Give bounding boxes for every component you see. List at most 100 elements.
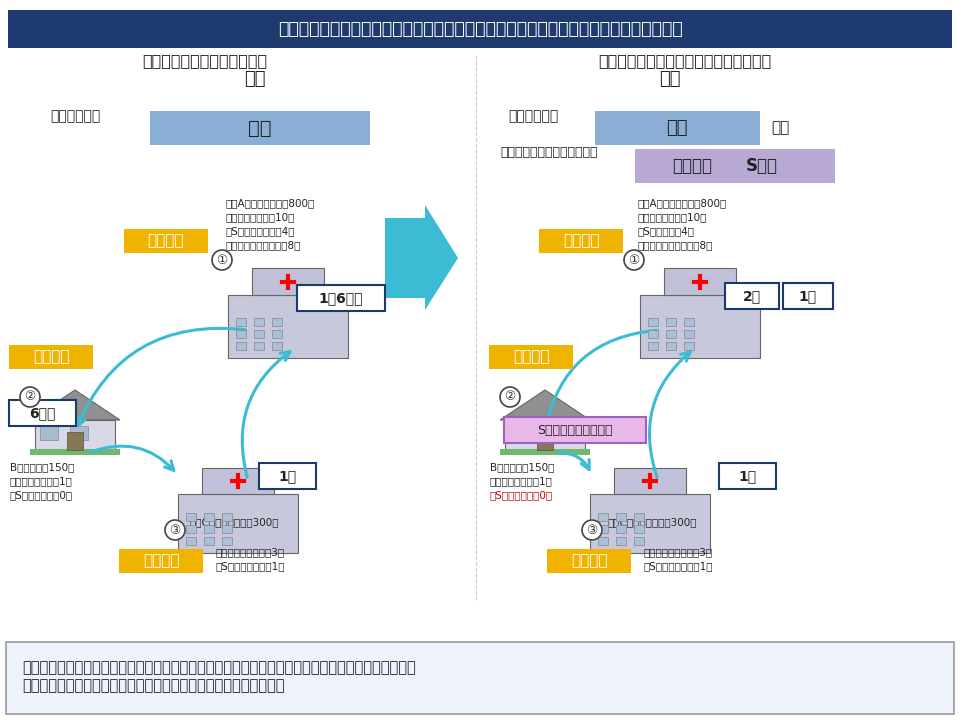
FancyBboxPatch shape: [598, 513, 608, 521]
Text: 基幹施設: 基幹施設: [563, 233, 599, 248]
FancyBboxPatch shape: [236, 342, 246, 350]
Polygon shape: [385, 205, 458, 310]
Text: S内科の研修が不可能: S内科の研修が不可能: [538, 423, 612, 436]
Text: （基本領域）: （基本領域）: [508, 109, 559, 123]
Text: ・S内科指導医数：1名: ・S内科指導医数：1名: [215, 561, 284, 571]
Text: （基本領域）: （基本領域）: [50, 109, 100, 123]
FancyBboxPatch shape: [236, 318, 246, 326]
Text: 日赤C医療センター：300床: 日赤C医療センター：300床: [608, 517, 698, 527]
FancyBboxPatch shape: [598, 525, 608, 533]
Text: 内科: 内科: [249, 119, 272, 138]
FancyBboxPatch shape: [186, 537, 196, 545]
Text: ・内科指導医数：10名: ・内科指導医数：10名: [225, 212, 295, 222]
Text: ・小児科指導医数：3名: ・小児科指導医数：3名: [644, 547, 713, 557]
Text: 1年: 1年: [278, 469, 297, 483]
Circle shape: [624, 250, 644, 270]
Text: ・S内科指導医数：4名: ・S内科指導医数：4名: [225, 226, 295, 236]
FancyBboxPatch shape: [616, 513, 626, 521]
FancyBboxPatch shape: [725, 283, 779, 309]
FancyBboxPatch shape: [666, 342, 676, 350]
FancyBboxPatch shape: [634, 525, 644, 533]
FancyBboxPatch shape: [510, 426, 528, 440]
Circle shape: [582, 520, 602, 540]
Text: ・内科指導医数：1名: ・内科指導医数：1名: [490, 476, 553, 486]
FancyBboxPatch shape: [666, 330, 676, 338]
Text: 日赤C医療センター：300床: 日赤C医療センター：300床: [190, 517, 279, 527]
Circle shape: [500, 387, 520, 407]
FancyBboxPatch shape: [504, 417, 646, 443]
Text: ＜これまでの研修イメージ＞: ＜これまでの研修イメージ＞: [142, 53, 268, 68]
FancyBboxPatch shape: [8, 10, 952, 48]
Text: １年: １年: [771, 120, 789, 135]
FancyBboxPatch shape: [254, 318, 264, 326]
FancyBboxPatch shape: [272, 342, 282, 350]
FancyBboxPatch shape: [150, 111, 370, 145]
Text: 連携施設: 連携施設: [571, 554, 608, 569]
Text: ③: ③: [169, 523, 180, 536]
FancyBboxPatch shape: [616, 537, 626, 545]
FancyBboxPatch shape: [598, 537, 608, 545]
FancyBboxPatch shape: [540, 426, 558, 440]
FancyBboxPatch shape: [272, 318, 282, 326]
FancyBboxPatch shape: [186, 525, 196, 533]
Text: 連携施設: 連携施設: [513, 349, 549, 364]
FancyBboxPatch shape: [204, 537, 214, 545]
FancyBboxPatch shape: [614, 468, 686, 493]
Text: 1年: 1年: [738, 469, 756, 483]
FancyBboxPatch shape: [634, 537, 644, 545]
Text: ①: ①: [629, 253, 639, 266]
Circle shape: [20, 387, 40, 407]
FancyBboxPatch shape: [684, 342, 694, 350]
FancyBboxPatch shape: [204, 513, 214, 521]
Text: 連携施設: 連携施設: [33, 349, 69, 364]
Text: 県立A医科大学病院：800床: 県立A医科大学病院：800床: [638, 198, 728, 208]
FancyBboxPatch shape: [648, 330, 658, 338]
Text: （サブスペシャルティ領域）: （サブスペシャルティ領域）: [500, 146, 597, 160]
Text: 連動研修: 連動研修: [672, 157, 712, 175]
FancyBboxPatch shape: [648, 342, 658, 350]
FancyBboxPatch shape: [635, 149, 835, 183]
FancyBboxPatch shape: [684, 330, 694, 338]
FancyBboxPatch shape: [6, 642, 954, 714]
Text: サブスペシャルティ領域の連動研修開始に伴う地域医療提供体制への影響（イメージ）: サブスペシャルティ領域の連動研修開始に伴う地域医療提供体制への影響（イメージ）: [277, 20, 683, 38]
FancyBboxPatch shape: [537, 432, 553, 450]
Text: ・S内科指導医：0名: ・S内科指導医：0名: [490, 490, 553, 500]
Text: 基幹施設: 基幹施設: [148, 233, 184, 248]
Text: ・S内科指導医4名: ・S内科指導医4名: [638, 226, 695, 236]
FancyBboxPatch shape: [124, 229, 208, 253]
Text: 連携施設: 連携施設: [143, 554, 180, 569]
FancyBboxPatch shape: [222, 537, 232, 545]
FancyBboxPatch shape: [719, 463, 776, 489]
FancyBboxPatch shape: [783, 283, 833, 309]
Text: 1年: 1年: [799, 289, 817, 303]
Text: 県立A医科大学病院：800床: 県立A医科大学病院：800床: [225, 198, 314, 208]
FancyBboxPatch shape: [9, 345, 93, 369]
Circle shape: [212, 250, 232, 270]
FancyBboxPatch shape: [664, 268, 736, 295]
FancyBboxPatch shape: [202, 468, 274, 493]
FancyBboxPatch shape: [228, 295, 348, 358]
FancyBboxPatch shape: [595, 111, 760, 145]
Text: ②: ②: [504, 390, 516, 403]
FancyBboxPatch shape: [119, 549, 203, 573]
Text: ・S内科指導医：0名: ・S内科指導医：0名: [10, 490, 73, 500]
FancyBboxPatch shape: [640, 295, 760, 358]
FancyBboxPatch shape: [272, 330, 282, 338]
FancyBboxPatch shape: [666, 318, 676, 326]
FancyBboxPatch shape: [222, 525, 232, 533]
Text: S内科: S内科: [746, 157, 778, 175]
FancyBboxPatch shape: [222, 513, 232, 521]
FancyBboxPatch shape: [254, 330, 264, 338]
Text: ・内科専攻医募集数：8名: ・内科専攻医募集数：8名: [638, 240, 713, 250]
FancyBboxPatch shape: [500, 449, 590, 455]
Text: 6ヶ月: 6ヶ月: [30, 406, 56, 420]
Text: ＜連動研修導入された場合のイメージ＞: ＜連動研修導入された場合のイメージ＞: [598, 53, 772, 68]
FancyBboxPatch shape: [204, 525, 214, 533]
FancyBboxPatch shape: [489, 345, 573, 369]
FancyBboxPatch shape: [634, 513, 644, 521]
Text: ・内科専攻医募集数：8名: ・内科専攻医募集数：8名: [225, 240, 300, 250]
FancyBboxPatch shape: [30, 449, 120, 455]
Text: ・S内科指導医数：1名: ・S内科指導医数：1名: [644, 561, 713, 571]
FancyBboxPatch shape: [9, 400, 76, 426]
Text: 1年6ヶ月: 1年6ヶ月: [319, 291, 363, 305]
